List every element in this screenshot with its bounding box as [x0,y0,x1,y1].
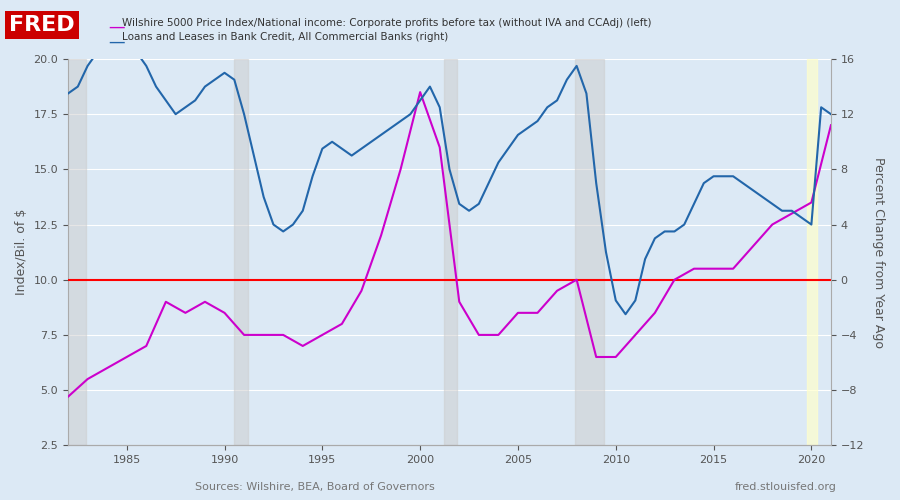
Bar [575,59,604,446]
Text: Loans and Leases in Bank Credit, All Commercial Banks (right): Loans and Leases in Bank Credit, All Com… [122,32,448,42]
Bar [234,59,248,446]
Y-axis label: Percent Change from Year Ago: Percent Change from Year Ago [872,156,885,348]
Text: Wilshire 5000 Price Index/National income: Corporate profits before tax (without: Wilshire 5000 Price Index/National incom… [122,18,651,28]
Bar [807,59,817,446]
Text: —: — [108,18,124,36]
Text: Sources: Wilshire, BEA, Board of Governors: Sources: Wilshire, BEA, Board of Governo… [195,482,435,492]
Y-axis label: Index/Bil. of $: Index/Bil. of $ [15,209,28,296]
Text: fred.stlouisfed.org: fred.stlouisfed.org [735,482,837,492]
Bar [58,59,86,446]
Text: FRED: FRED [9,15,75,35]
Text: —: — [108,32,124,50]
Bar [444,59,457,446]
